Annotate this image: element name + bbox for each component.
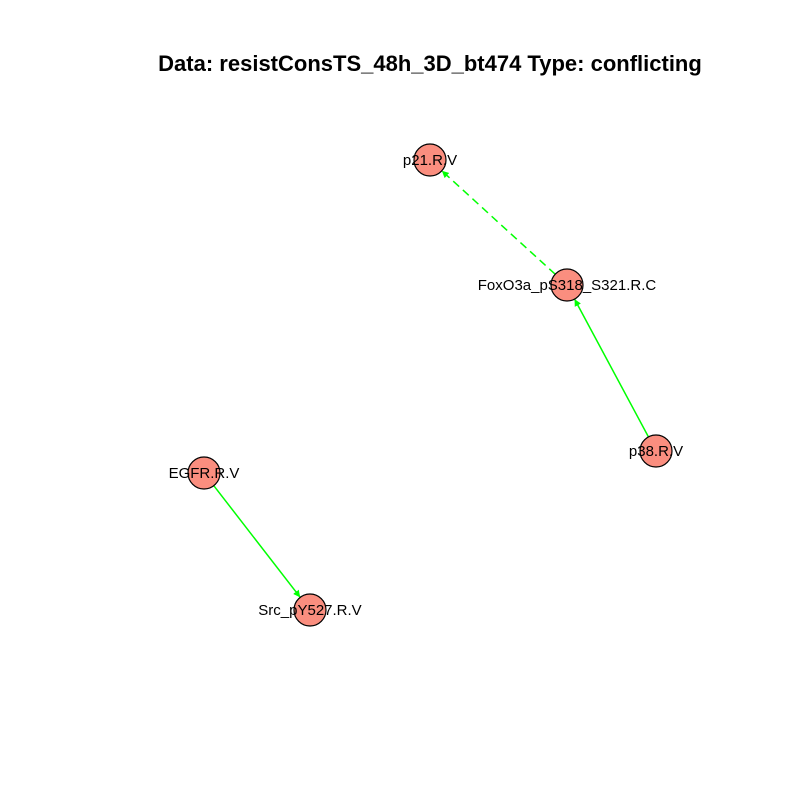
nodes-layer: p21.R.V FoxO3a_pS318_S321.R.C p38.R.V EGFR.… bbox=[169, 143, 683, 627]
node-p38: p38.R.V bbox=[629, 434, 683, 468]
node-foxo3a: FoxO3a_pS318_S321.R.C bbox=[478, 268, 657, 302]
node-circle bbox=[550, 268, 584, 302]
node-circle bbox=[187, 456, 221, 490]
node-circle bbox=[293, 593, 327, 627]
node-egfr: EGFR.R.V bbox=[169, 456, 240, 490]
node-circle bbox=[413, 143, 447, 177]
node-label: p38.R.V bbox=[629, 443, 683, 460]
node-label: p21.R.V bbox=[403, 152, 457, 169]
node-label: FoxO3a_pS318_S321.R.C bbox=[478, 277, 657, 294]
edge-foxo3a-to-p21 bbox=[441, 170, 556, 275]
edge-p38-to-foxo3a bbox=[573, 298, 650, 438]
node-label: EGFR.R.V bbox=[169, 465, 240, 482]
edges-layer bbox=[213, 170, 650, 598]
node-label: Src_pY527.R.V bbox=[258, 602, 361, 619]
node-src: Src_pY527.R.V bbox=[258, 593, 362, 627]
node-circle bbox=[639, 434, 673, 468]
diagram-title: Data: resistConsTS_48h_3D_bt474 Type: co… bbox=[158, 51, 702, 76]
node-p21: p21.R.V bbox=[403, 143, 457, 177]
edge-egfr-to-src bbox=[213, 485, 301, 598]
